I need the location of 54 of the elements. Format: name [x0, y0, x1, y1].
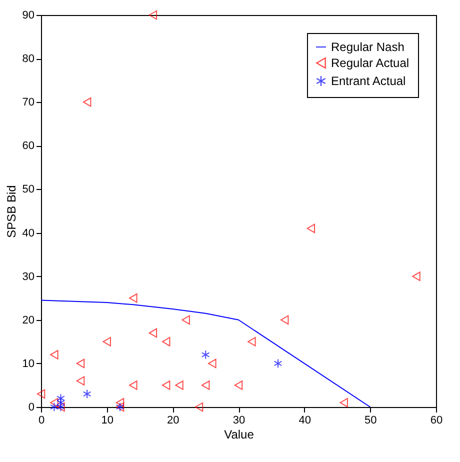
point	[248, 336, 256, 346]
point	[340, 398, 348, 408]
point	[148, 10, 158, 20]
point	[82, 97, 92, 107]
y-tick-label: 0	[28, 402, 34, 414]
point	[76, 376, 85, 386]
y-tick-label: 90	[22, 10, 34, 22]
y-tick-label: 50	[22, 184, 34, 196]
point	[50, 398, 58, 408]
point	[116, 398, 124, 408]
point	[162, 336, 170, 346]
x-tick-label: 0	[38, 414, 45, 426]
point	[36, 389, 46, 399]
point	[56, 398, 65, 408]
y-tick-label: 80	[22, 53, 34, 66]
point	[208, 358, 216, 368]
y-tick-label: 40	[22, 227, 34, 240]
x-tick-label: 50	[364, 414, 377, 426]
point	[412, 272, 420, 282]
point	[280, 315, 289, 325]
point	[201, 380, 210, 390]
point	[274, 358, 282, 368]
point	[201, 350, 210, 360]
x-tick-label: 60	[430, 414, 443, 426]
x-axis-title: Value	[224, 428, 254, 442]
x-tick-label: 40	[298, 414, 311, 426]
point	[182, 315, 190, 325]
point	[129, 380, 138, 390]
y-axis-title: SPSB Bid	[4, 185, 18, 238]
y-tick-label: 60	[22, 140, 34, 152]
point	[129, 293, 138, 303]
point	[82, 389, 92, 399]
point	[175, 380, 184, 390]
line-series	[41, 300, 371, 407]
legend-label: Regular Actual	[331, 56, 410, 70]
point	[56, 394, 65, 403]
x-tick-label: 20	[167, 414, 180, 426]
point	[194, 402, 204, 412]
y-tick-label: 20	[22, 314, 34, 326]
y-tick-label: 30	[22, 270, 34, 283]
point	[306, 224, 316, 234]
point	[76, 358, 85, 368]
point	[148, 328, 158, 338]
x-tick-label: 30	[232, 414, 246, 426]
point	[50, 402, 58, 412]
point	[234, 380, 243, 390]
point	[162, 380, 170, 390]
y-tick-label: 10	[22, 358, 34, 370]
legend-label: Entrant Actual	[331, 74, 406, 88]
x-tick-label: 10	[101, 414, 114, 426]
point	[102, 336, 111, 346]
y-tick-label: 70	[22, 96, 34, 109]
legend-label: Regular Nash	[331, 40, 404, 54]
point	[50, 350, 58, 360]
